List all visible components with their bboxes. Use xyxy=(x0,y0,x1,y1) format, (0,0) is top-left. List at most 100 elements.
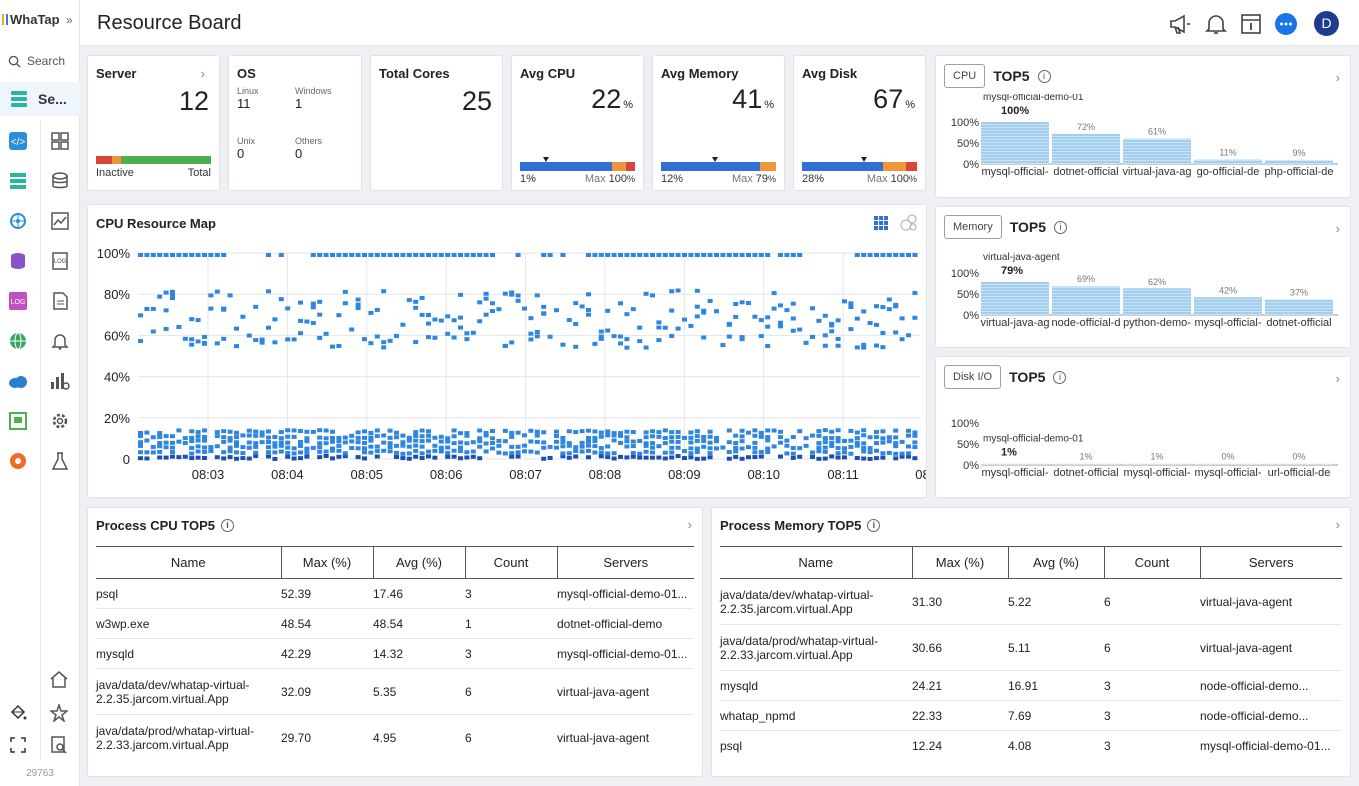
cloud-icon[interactable] xyxy=(7,368,29,394)
bar[interactable] xyxy=(981,463,1049,465)
table-row[interactable]: java/data/prod/whatap-virtual-2.2.33.jar… xyxy=(720,624,1342,671)
table-row[interactable]: java/data/prod/whatap-virtual-2.2.33.jar… xyxy=(96,715,694,761)
kubernetes-icon[interactable] xyxy=(7,208,29,234)
column-header[interactable]: Servers xyxy=(1200,546,1342,579)
disk-top5-chart[interactable]: 100%50%0%mysql-official-1%dotnet-officia… xyxy=(936,395,1350,495)
server-point xyxy=(246,333,252,338)
table-row[interactable]: w3wp.exe 48.54 48.54 1 dotnet-official-demo xyxy=(96,608,694,639)
expand-icon[interactable] xyxy=(10,737,26,756)
chevron-right-icon[interactable]: › xyxy=(687,517,692,532)
bell-icon[interactable] xyxy=(49,328,71,354)
grid-view-icon[interactable] xyxy=(874,216,888,233)
table-row[interactable]: psql 12.24 4.08 3 mysql-official-demo-01... xyxy=(720,731,1342,761)
column-header[interactable]: Count xyxy=(465,546,558,579)
star-icon[interactable] xyxy=(48,702,70,725)
info-icon[interactable]: i xyxy=(1037,69,1051,83)
bar[interactable] xyxy=(1265,160,1333,164)
server-rack-icon[interactable] xyxy=(7,168,29,194)
server-card[interactable]: Server › 12 Inactive Total xyxy=(87,55,220,191)
chart-icon[interactable] xyxy=(49,208,71,234)
grid-icon[interactable] xyxy=(49,128,71,154)
cpu-resource-map-chart[interactable]: 100% 80% 60% 40% 20% 0 08:03 08:04 08:05 08:06 08:… xyxy=(88,241,926,491)
announcement-icon[interactable] xyxy=(1168,12,1192,36)
column-header[interactable]: Max (%) xyxy=(281,546,374,579)
db-icon[interactable] xyxy=(49,168,71,194)
bar[interactable] xyxy=(1194,463,1262,465)
log-icon[interactable]: LOG xyxy=(7,288,29,314)
chevron-right-icon[interactable]: › xyxy=(1335,70,1340,85)
bar[interactable] xyxy=(1265,463,1333,465)
table-row[interactable]: psql 52.39 17.46 3 mysql-official-demo-01... xyxy=(96,578,694,609)
table-row[interactable]: mysqld 24.21 16.91 3 node-official-demo... xyxy=(720,670,1342,701)
bubble-view-icon[interactable] xyxy=(899,213,919,236)
table-row[interactable]: java/data/dev/whatap-virtual-2.2.35.jarc… xyxy=(96,668,694,715)
document-icon[interactable] xyxy=(49,288,71,314)
y-tick-label: 0% xyxy=(963,460,979,472)
column-header[interactable]: Name xyxy=(96,546,282,579)
server-point xyxy=(464,331,470,336)
gear-icon[interactable] xyxy=(49,408,71,434)
bar[interactable] xyxy=(1123,138,1191,164)
bar[interactable] xyxy=(1123,288,1191,315)
bar[interactable] xyxy=(1123,463,1191,465)
bar[interactable] xyxy=(981,122,1049,164)
bar[interactable] xyxy=(1194,297,1262,315)
table-row[interactable]: java/data/dev/whatap-virtual-2.2.35.jarc… xyxy=(720,578,1342,625)
bar[interactable] xyxy=(1052,133,1120,164)
chevron-right-icon[interactable]: › xyxy=(200,66,205,81)
code-icon[interactable]: </> xyxy=(7,128,29,154)
info-icon[interactable]: i xyxy=(1053,370,1067,384)
database-icon[interactable] xyxy=(7,248,29,274)
info-icon[interactable]: i xyxy=(220,519,234,532)
collapse-chevron-icon[interactable]: » xyxy=(66,13,73,27)
chevron-right-icon[interactable]: › xyxy=(1335,221,1340,236)
dashboard-icon[interactable] xyxy=(7,408,29,434)
server-point xyxy=(298,318,303,323)
info-icon[interactable]: i xyxy=(1054,220,1068,234)
bar-settings-icon[interactable] xyxy=(49,368,71,394)
bar[interactable] xyxy=(1194,159,1262,164)
bar[interactable] xyxy=(1052,463,1120,465)
server-point xyxy=(778,303,783,308)
server-point xyxy=(867,253,873,257)
bar[interactable] xyxy=(1265,299,1333,315)
column-header[interactable]: Max (%) xyxy=(912,546,1009,579)
paint-bucket-icon[interactable] xyxy=(9,704,27,725)
bar[interactable] xyxy=(1052,286,1120,315)
home-icon[interactable] xyxy=(49,670,69,691)
log-doc-icon[interactable]: LOG xyxy=(49,248,71,274)
chevron-right-icon[interactable]: › xyxy=(1335,371,1340,386)
sidebar-item-server[interactable]: Se... xyxy=(0,82,80,116)
os-linux-value: 11 xyxy=(237,96,251,111)
chevron-right-icon[interactable]: › xyxy=(1335,517,1340,532)
info-panel-icon[interactable] xyxy=(1239,12,1263,36)
server-point xyxy=(739,335,745,340)
table-row[interactable]: whatap_npmd 22.33 7.69 3 node-official-demo.… xyxy=(720,700,1342,731)
table-row[interactable]: mysqld 42.29 14.32 3 mysql-official-demo-01.… xyxy=(96,638,694,669)
column-header[interactable]: Avg (%) xyxy=(373,546,466,579)
avatar[interactable]: D xyxy=(1314,11,1339,36)
bar[interactable] xyxy=(981,281,1049,315)
search-doc-icon[interactable] xyxy=(50,736,68,757)
sidebar-search[interactable]: Search xyxy=(8,54,65,68)
column-header[interactable]: Count xyxy=(1104,546,1201,579)
memory-top5-chart[interactable]: 100% 50% 0%virtual-java-ag 69% node-official… xyxy=(936,245,1350,345)
whatap-logo[interactable]: WhaTap xyxy=(2,12,60,27)
flask-icon[interactable] xyxy=(49,448,71,474)
chat-icon[interactable] xyxy=(1274,12,1298,36)
server-point xyxy=(726,321,732,326)
disk-pill[interactable]: Disk I/O xyxy=(944,365,1002,389)
column-header[interactable]: Name xyxy=(720,546,913,579)
cpu-top5-chart[interactable]: 100% 50% 0%mysql-official- 72% dotnet-offici… xyxy=(936,94,1350,194)
memory-pill[interactable]: Memory xyxy=(944,215,1002,239)
info-icon[interactable]: i xyxy=(867,519,881,532)
server-point xyxy=(675,445,681,450)
column-header[interactable]: Avg (%) xyxy=(1008,546,1105,579)
broadcast-icon[interactable] xyxy=(7,448,29,474)
server-point xyxy=(406,435,412,440)
column-header[interactable]: Servers xyxy=(557,546,694,579)
globe-icon[interactable] xyxy=(7,328,29,354)
server-point xyxy=(758,253,764,257)
cpu-pill[interactable]: CPU xyxy=(944,64,986,88)
notification-bell-icon[interactable] xyxy=(1204,12,1228,36)
